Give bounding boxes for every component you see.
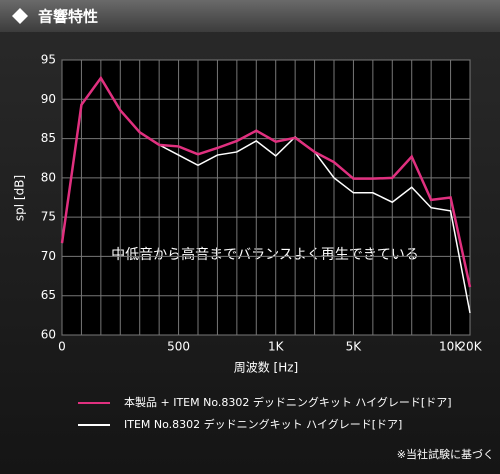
x-tick-label: 20K: [458, 340, 482, 354]
header-icon: [12, 8, 28, 24]
x-tick-label: 10K: [439, 340, 463, 354]
series-line: [60, 75, 472, 288]
x-tick-label: 5K: [346, 340, 363, 354]
header-bar: [0, 0, 500, 32]
y-tick-label: 70: [41, 249, 56, 263]
legend-label: ITEM No.8302 デッドニングキット ハイグレード[ドア]: [124, 417, 402, 431]
header-title: 音響特性: [38, 8, 98, 26]
y-tick-label: 90: [41, 92, 56, 106]
y-tick-label: 85: [41, 131, 56, 145]
x-tick-label: 500: [167, 340, 190, 354]
plot-area: [61, 59, 471, 336]
y-tick-label: 75: [41, 210, 56, 224]
x-axis-label: 周波数 [Hz]: [234, 360, 299, 375]
y-tick-label: 60: [41, 328, 56, 342]
x-tick-label: 0: [58, 340, 66, 354]
legend-label: 本製品 + ITEM No.8302 デッドニングキット ハイグレード[ドア]: [124, 395, 452, 409]
y-axis-label: spl [dB]: [13, 175, 27, 221]
y-tick-label: 65: [41, 288, 56, 302]
annotation: 中低音から高音までバランスよく再生できている: [111, 246, 419, 263]
footnote: ※当社試験に基づく: [397, 447, 494, 461]
y-tick-label: 95: [41, 53, 56, 67]
x-tick-label: 1K: [268, 340, 285, 354]
y-tick-label: 80: [41, 170, 56, 184]
